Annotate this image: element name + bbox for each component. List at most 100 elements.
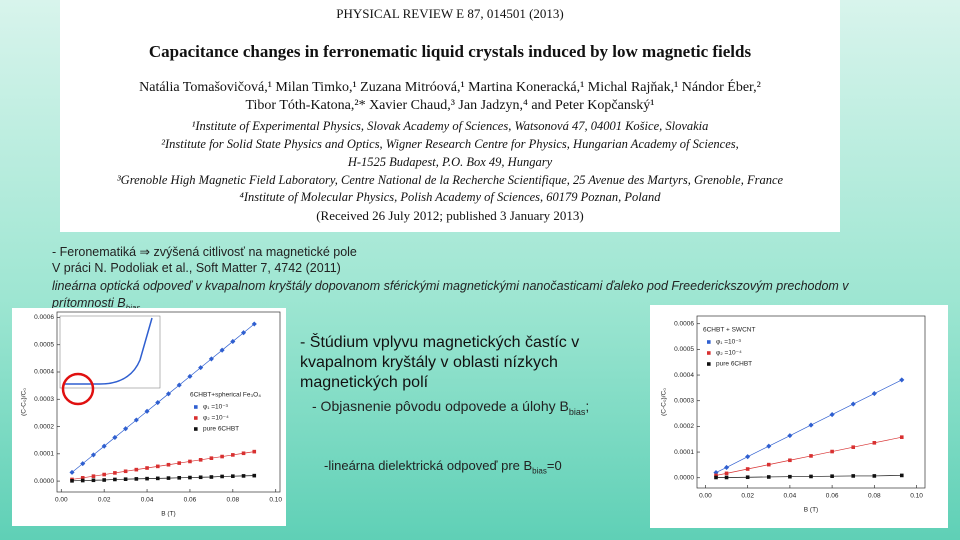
- subscript: bias: [532, 466, 547, 476]
- point: - Štúdium vplyvu magnetických častíc v k…: [300, 334, 580, 391]
- note: - Feronematiká ⇒ zvýšená citlivosť na ma…: [52, 245, 357, 259]
- legend-label: φ₂ =10⁻⁴: [203, 415, 229, 422]
- y-tick-label: 0.0002: [34, 423, 54, 430]
- point: [70, 479, 74, 483]
- point: [112, 434, 118, 441]
- received: (Received 26 July 2012; published 3 Janu…: [316, 208, 584, 223]
- point: [766, 475, 771, 479]
- point: [872, 474, 877, 478]
- point: [145, 476, 149, 481]
- point: [177, 476, 182, 480]
- point: [788, 458, 792, 463]
- point: [851, 445, 856, 449]
- point: [851, 474, 856, 478]
- point: [252, 473, 257, 478]
- y-tick-label: 0.0004: [674, 372, 694, 379]
- text: ;: [585, 398, 590, 414]
- point: [80, 478, 85, 483]
- point: [220, 454, 224, 459]
- plot-frame: [56, 311, 281, 493]
- point: [788, 474, 792, 479]
- legend-swatch: [194, 416, 198, 420]
- x-tick-label: 0.04: [784, 493, 797, 500]
- y-tick-label: 0.0001: [674, 449, 694, 456]
- legend-swatch: [707, 351, 711, 355]
- point: [809, 474, 813, 479]
- point: [134, 477, 139, 481]
- point: [113, 477, 117, 482]
- fit-line: [715, 379, 902, 473]
- point: [230, 338, 236, 345]
- x-tick-label: 0.10: [269, 497, 282, 504]
- legend-title: 6CHBT + SWCNT: [703, 327, 755, 334]
- plot-frame: [696, 315, 926, 489]
- highlight: [61, 372, 95, 406]
- legend-label: pure 6CHBT: [203, 426, 239, 433]
- affiliation: H-1525 Budapest, P.O. Box 49, Hungary: [347, 155, 553, 169]
- point: [872, 441, 877, 445]
- point: [198, 365, 204, 371]
- point: [145, 466, 149, 470]
- x-axis-label: B (T): [161, 511, 175, 518]
- point: [123, 469, 128, 474]
- fit-line: [716, 475, 902, 478]
- legend-label: φ₁ =10⁻³: [203, 404, 229, 411]
- point: [155, 399, 161, 406]
- x-tick-label: 0.06: [184, 497, 197, 504]
- legend-label: pure 6CHBT: [716, 361, 752, 368]
- point: [252, 449, 257, 454]
- x-tick-label: 0.00: [55, 497, 68, 504]
- point: [102, 478, 106, 482]
- legend-title: 6CHBT+spherical Fe₃O₄: [190, 392, 261, 399]
- y-tick-label: 0.0006: [34, 314, 54, 321]
- point: [251, 321, 257, 327]
- x-tick-label: 0.00: [699, 493, 712, 500]
- point: [208, 356, 214, 362]
- affiliation: ³Grenoble High Magnetic Field Laboratory…: [116, 173, 784, 187]
- x-tick-label: 0.10: [910, 493, 923, 500]
- point: [80, 476, 85, 480]
- point: [714, 475, 718, 480]
- point: [155, 464, 160, 469]
- point: [766, 462, 771, 467]
- point: [830, 449, 834, 454]
- point: [724, 464, 730, 471]
- legend-swatch: [707, 362, 711, 366]
- point: [899, 435, 904, 439]
- inset: [59, 315, 161, 389]
- point: [745, 454, 751, 460]
- point: [198, 458, 203, 462]
- y-tick-label: 0.0003: [674, 397, 694, 404]
- x-tick-label: 0.06: [826, 493, 839, 500]
- point: [231, 453, 235, 457]
- point: [209, 475, 214, 479]
- point: [871, 390, 877, 397]
- point: [198, 475, 203, 480]
- point: [155, 476, 160, 481]
- point: [123, 477, 128, 481]
- point: [91, 478, 96, 483]
- subscript: bias: [568, 406, 586, 417]
- affiliation: ²Institute for Solid State Physics and O…: [161, 137, 739, 151]
- point: [829, 412, 835, 418]
- point: - Objasnenie pôvodu odpovede a úlohy Bbi…: [312, 398, 589, 417]
- point: [745, 475, 750, 480]
- x-tick-label: 0.02: [741, 493, 754, 500]
- text: -lineárna dielektrická odpoveď pre B: [324, 458, 533, 473]
- y-tick-label: 0.0002: [674, 423, 694, 430]
- point: [187, 373, 193, 379]
- journal: PHYSICAL REVIEW E 87, 014501 (2013): [336, 6, 564, 21]
- paper-title: Capacitance changes in ferronematic liqu…: [148, 42, 752, 61]
- y-axis-label: (C-C₀)/C₀: [661, 388, 668, 416]
- point: [113, 471, 117, 475]
- point: [766, 443, 772, 449]
- point: [165, 391, 172, 397]
- note-text: lineárna optická odpoveď v kvapalnom kry…: [52, 279, 849, 310]
- point: [724, 471, 729, 476]
- inset-curve: [64, 317, 153, 385]
- point: [220, 474, 224, 479]
- fit-line: [71, 323, 255, 473]
- point: [830, 474, 834, 478]
- authors: Natália Tomašovičová,¹ Milan Timko,¹ Zuz…: [139, 80, 761, 95]
- point: [166, 476, 171, 480]
